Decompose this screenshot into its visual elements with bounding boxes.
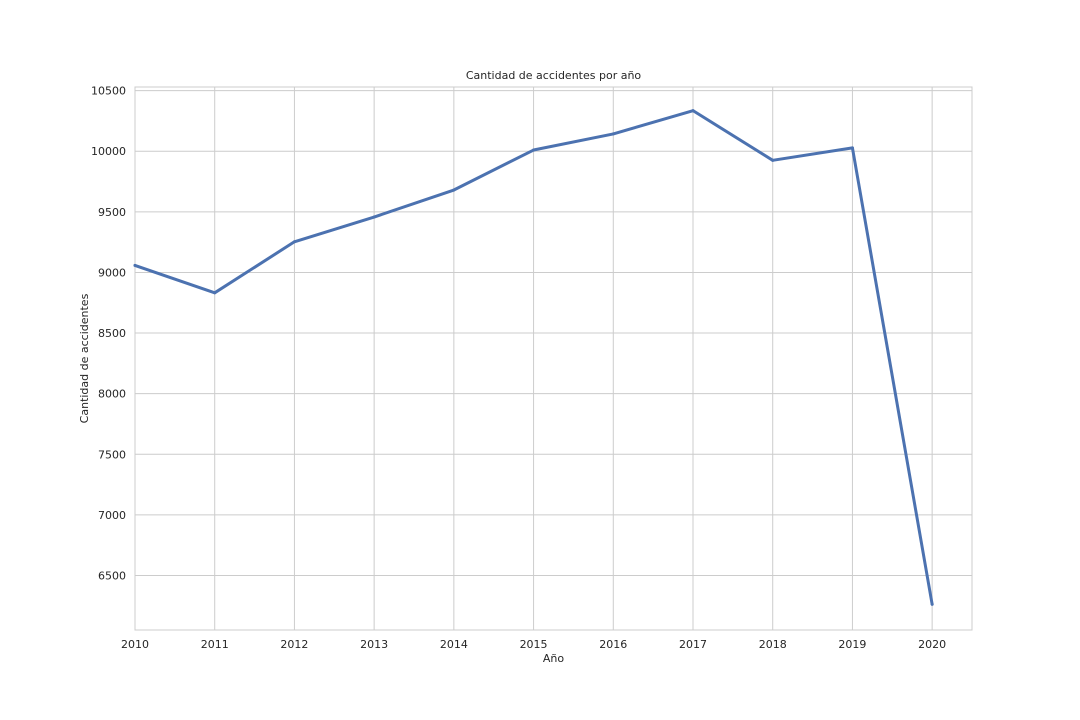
x-tick-label: 2012 bbox=[280, 638, 308, 651]
x-tick-label: 2015 bbox=[520, 638, 548, 651]
data-point bbox=[532, 148, 536, 152]
y-tick-label: 7500 bbox=[98, 448, 126, 461]
data-point bbox=[372, 215, 376, 219]
x-tick-label: 2019 bbox=[838, 638, 866, 651]
x-tick-label: 2014 bbox=[440, 638, 468, 651]
series-layer bbox=[133, 109, 934, 606]
y-tick-label: 9500 bbox=[98, 206, 126, 219]
x-tick-label: 2016 bbox=[599, 638, 627, 651]
data-point bbox=[691, 109, 695, 113]
x-tick-label: 2017 bbox=[679, 638, 707, 651]
data-point bbox=[930, 602, 934, 606]
y-tick-label: 8500 bbox=[98, 327, 126, 340]
y-axis-label: Cantidad de accidentes bbox=[78, 293, 91, 423]
x-tick-label: 2020 bbox=[918, 638, 946, 651]
x-tick-labels: 2010 2011 2012 2013 2014 2015 2016 2017 2018 2019… bbox=[121, 638, 946, 651]
y-tick-labels: 6500 7000 7500 8000 8500 9000 9500 10000 10500 bbox=[91, 85, 126, 583]
y-tick-label: 10500 bbox=[91, 85, 126, 98]
y-tick-label: 8000 bbox=[98, 388, 126, 401]
data-point bbox=[611, 132, 615, 136]
grid-lines bbox=[134, 87, 972, 630]
data-point bbox=[771, 158, 775, 162]
data-point bbox=[850, 146, 854, 150]
x-axis-label: Año bbox=[543, 652, 564, 665]
plot-area-frame bbox=[134, 86, 973, 631]
data-point bbox=[292, 240, 296, 244]
data-point bbox=[133, 263, 137, 267]
y-tick-label: 9000 bbox=[98, 266, 126, 279]
x-tick-label: 2018 bbox=[759, 638, 787, 651]
x-tick-label: 2011 bbox=[201, 638, 229, 651]
x-tick-label: 2010 bbox=[121, 638, 149, 651]
data-point bbox=[213, 291, 217, 295]
x-tick-label: 2013 bbox=[360, 638, 388, 651]
data-point bbox=[452, 188, 456, 192]
y-tick-label: 10000 bbox=[91, 145, 126, 158]
y-tick-label: 6500 bbox=[98, 569, 126, 582]
chart-title: Cantidad de accidentes por año bbox=[466, 69, 642, 82]
y-tick-label: 7000 bbox=[98, 509, 126, 522]
